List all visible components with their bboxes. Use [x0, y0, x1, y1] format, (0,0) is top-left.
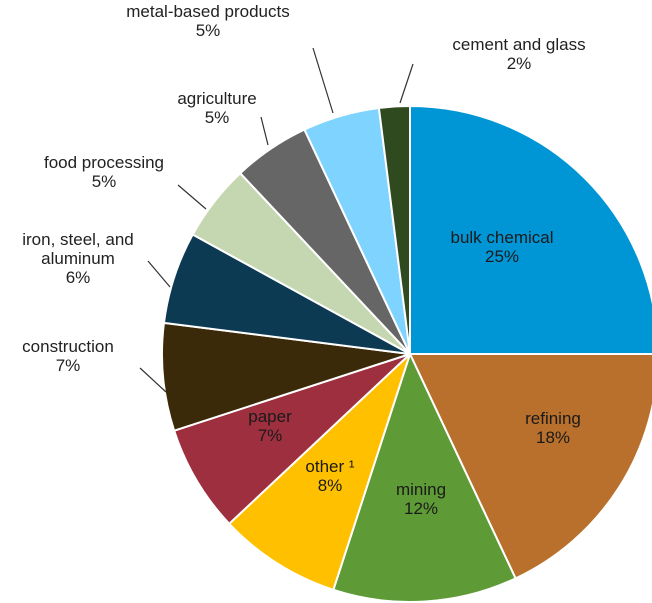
slice-value-iron-steel-and-aluminum: 6%	[66, 268, 91, 287]
slice-value-cement-and-glass: 2%	[507, 54, 532, 73]
slice-label-iron-steel-and-aluminum-line-2: aluminum	[41, 249, 115, 268]
pie-slice-paper	[173, 353, 411, 525]
pie-slice-mining	[332, 353, 517, 603]
pie-slice-construction	[161, 321, 411, 432]
slice-label-bulk-chemical: bulk chemical	[451, 228, 554, 247]
leader-line-construction	[139, 367, 167, 393]
slice-label-metal-based-products: metal-based products	[126, 2, 289, 21]
slice-value-metal-based-products: 5%	[196, 21, 221, 40]
slice-value-refining: 18%	[536, 428, 570, 447]
slice-value-construction: 7%	[56, 356, 81, 375]
slice-label-agriculture: agriculture	[177, 89, 256, 108]
pie-slice-cement-and-glass	[377, 105, 411, 355]
slice-label-construction: construction	[22, 337, 114, 356]
slice-label-cement-and-glass: cement and glass	[452, 35, 585, 54]
slice-value-other: 8%	[318, 476, 343, 495]
slice-value-agriculture: 5%	[205, 108, 230, 127]
slice-value-mining: 12%	[404, 499, 438, 518]
pie-slice-bulk-chemical	[409, 105, 652, 355]
slice-label-food-processing: food processing	[44, 153, 164, 172]
leader-line-food-processing	[177, 184, 207, 210]
slice-value-paper: 7%	[258, 426, 283, 445]
leader-line-iron-steel-and-aluminum	[147, 260, 171, 288]
slice-label-refining: refining	[525, 409, 581, 428]
slice-label-iron-steel-and-aluminum-line-1: iron, steel, and	[22, 230, 134, 249]
slice-value-bulk-chemical: 25%	[485, 247, 519, 266]
leader-line-agriculture	[260, 116, 269, 146]
leader-line-metal-based-products	[312, 47, 334, 114]
leader-line-cement-and-glass	[399, 63, 414, 104]
slice-label-other: other ¹	[305, 457, 354, 476]
slice-label-paper: paper	[248, 407, 292, 426]
slice-value-food-processing: 5%	[92, 172, 117, 191]
pie-slice-refining	[409, 353, 652, 580]
pie-slice-other	[228, 353, 411, 591]
slice-label-mining: mining	[396, 480, 446, 499]
